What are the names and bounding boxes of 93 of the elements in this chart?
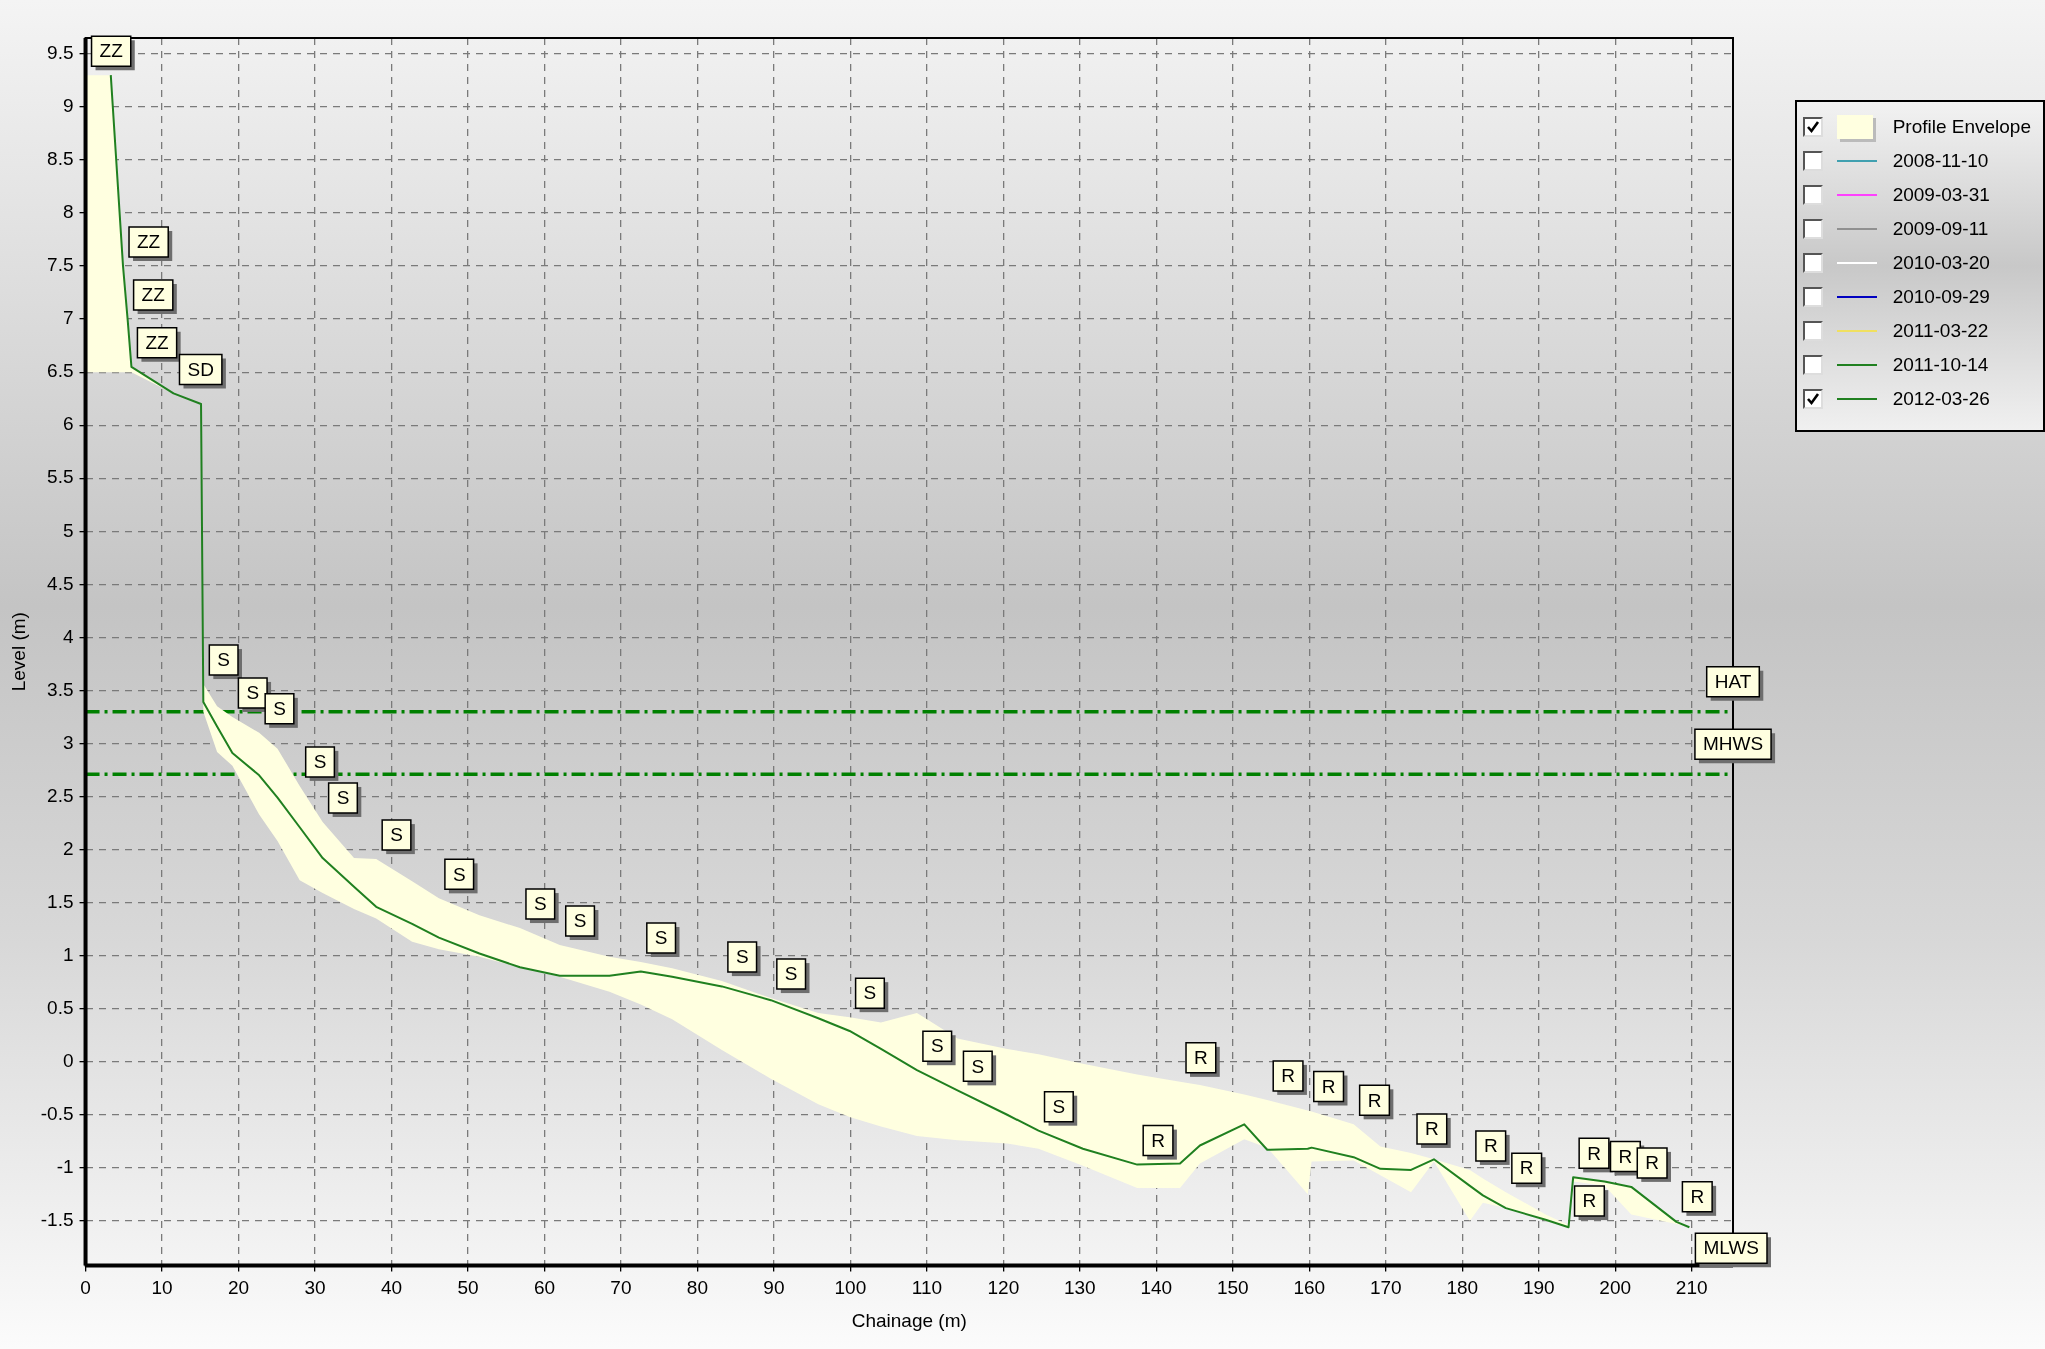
legend-label: 2009-03-31 xyxy=(1892,184,1990,206)
annotation: S xyxy=(336,787,350,809)
y-tick-label: 0 xyxy=(62,1049,74,1071)
annotation: S xyxy=(390,824,403,846)
annotation: R xyxy=(1151,1129,1165,1151)
annotation: S xyxy=(273,698,286,720)
y-tick-label: 6.5 xyxy=(47,360,74,382)
legend-label: 2010-09-29 xyxy=(1892,286,1990,308)
y-tick-label: 8 xyxy=(62,201,74,223)
annotation: R xyxy=(1618,1145,1633,1167)
y-tick-label: 5.5 xyxy=(47,466,74,488)
y-tick-label: -1 xyxy=(56,1156,74,1178)
annotation: R xyxy=(1281,1065,1295,1087)
x-tick-label: 90 xyxy=(763,1277,785,1299)
x-tick-label: 50 xyxy=(457,1277,479,1299)
y-tick-label: 7 xyxy=(62,307,74,329)
x-tick-label: 210 xyxy=(1675,1277,1708,1299)
legend-label: 2010-03-20 xyxy=(1892,252,1990,274)
annotation: S xyxy=(735,946,749,968)
ref-line-label: HAT xyxy=(1714,670,1752,692)
annotation: R xyxy=(1425,1118,1439,1140)
annotation: MLWS xyxy=(1703,1237,1759,1259)
annotation: R xyxy=(1645,1152,1659,1174)
ref-line-label: MHWS xyxy=(1702,733,1764,755)
annotation: S xyxy=(452,863,466,885)
x-tick-label: 180 xyxy=(1446,1277,1479,1299)
annotation: S xyxy=(1052,1095,1066,1117)
y-tick-label: 9 xyxy=(62,95,74,117)
y-tick-label: 3.5 xyxy=(47,678,74,700)
y-tick-label: 2 xyxy=(62,837,74,859)
annotation: R xyxy=(1321,1075,1336,1097)
legend-label: 2008-11-10 xyxy=(1892,150,1989,172)
y-tick-label: 1.5 xyxy=(47,890,74,912)
y-tick-label: -0.5 xyxy=(40,1102,74,1124)
annotation: S xyxy=(533,893,547,915)
legend-label: 2009-09-11 xyxy=(1892,218,1989,240)
y-tick-label: 1 xyxy=(62,943,74,965)
y-tick-label: 7.5 xyxy=(47,254,74,276)
x-tick-label: 70 xyxy=(610,1277,632,1299)
annotation: R xyxy=(1582,1190,1597,1212)
x-tick-label: 0 xyxy=(80,1277,91,1299)
legend-label: 2012-03-26 xyxy=(1892,388,1990,410)
annotation: S xyxy=(654,927,668,949)
x-tick-label: 110 xyxy=(911,1277,943,1299)
annotation: S xyxy=(971,1055,985,1077)
y-tick-label: 9.5 xyxy=(47,42,74,64)
annotation: R xyxy=(1367,1089,1382,1111)
y-tick-label: 5 xyxy=(62,519,74,541)
x-tick-label: 100 xyxy=(834,1277,867,1299)
x-tick-label: 200 xyxy=(1599,1277,1632,1299)
y-tick-label: 8.5 xyxy=(47,148,74,170)
annotation: ZZ xyxy=(141,284,166,306)
legend-label: Profile Envelope xyxy=(1892,116,2031,138)
x-tick-label: 30 xyxy=(304,1277,326,1299)
annotation: SD xyxy=(187,358,214,380)
annotation: R xyxy=(1194,1047,1208,1069)
y-tick-label: 2.5 xyxy=(47,784,74,806)
annotation: S xyxy=(573,910,587,932)
annotation: S xyxy=(217,649,230,671)
annotation: S xyxy=(246,682,260,704)
x-tick-label: 140 xyxy=(1140,1277,1173,1299)
annotation: S xyxy=(313,751,327,773)
x-tick-label: 170 xyxy=(1369,1277,1402,1299)
x-tick-label: 190 xyxy=(1522,1277,1555,1299)
y-tick-label: -1.5 xyxy=(40,1209,74,1231)
x-axis-title: Chainage (m) xyxy=(851,1309,967,1331)
y-tick-label: 4.5 xyxy=(47,572,74,594)
x-tick-label: 60 xyxy=(533,1277,556,1299)
x-tick-label: 150 xyxy=(1216,1277,1249,1299)
annotation: R xyxy=(1519,1157,1534,1179)
annotation: R xyxy=(1483,1135,1498,1157)
annotation: S xyxy=(930,1035,944,1057)
legend-label: 2011-10-14 xyxy=(1892,354,1989,376)
y-tick-label: 4 xyxy=(62,625,74,647)
x-tick-label: 40 xyxy=(380,1277,403,1299)
x-tick-label: 80 xyxy=(686,1277,708,1299)
x-tick-label: 120 xyxy=(987,1277,1020,1299)
annotation: R xyxy=(1587,1142,1601,1164)
x-tick-label: 10 xyxy=(151,1277,173,1299)
annotation: ZZ xyxy=(145,332,170,354)
annotation: R xyxy=(1690,1186,1705,1208)
y-tick-label: 6 xyxy=(62,413,74,435)
annotation: ZZ xyxy=(99,40,124,62)
annotation: ZZ xyxy=(137,231,161,253)
y-tick-label: 0.5 xyxy=(47,996,74,1018)
y-tick-label: 3 xyxy=(62,731,74,753)
x-tick-label: 20 xyxy=(227,1277,250,1299)
x-tick-label: 130 xyxy=(1063,1277,1096,1299)
y-axis-title: Level (m) xyxy=(7,612,29,692)
annotation: S xyxy=(784,963,798,985)
annotation: S xyxy=(863,982,877,1004)
legend-label: 2011-03-22 xyxy=(1892,320,1989,342)
x-tick-label: 160 xyxy=(1293,1277,1326,1299)
